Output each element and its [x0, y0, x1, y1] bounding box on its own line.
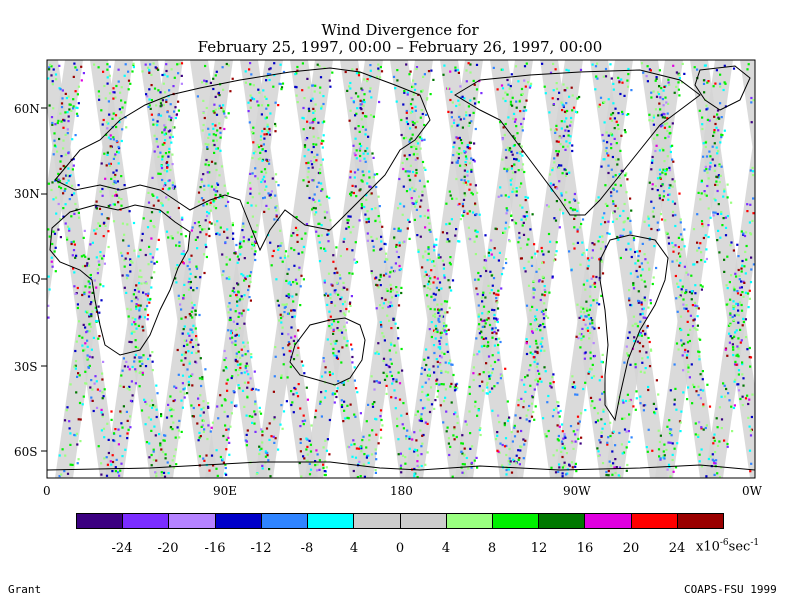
lat-label-60s: 60S: [14, 445, 38, 459]
colorbar-swatch: [400, 514, 447, 528]
colorbar-swatch: [585, 514, 632, 528]
colorbar-swatch: [215, 514, 262, 528]
colorbar-swatch: [261, 514, 309, 528]
colorbar-tick-label: -12: [250, 541, 272, 556]
colorbar-swatch: [77, 514, 124, 528]
lon-label-180: 180: [390, 484, 413, 498]
colorbar-swatch: [308, 514, 355, 528]
colorbar-swatch: [539, 514, 586, 528]
unit-exponent: -6: [719, 538, 729, 548]
swath-band: [555, 60, 633, 478]
unit-exponent-2: -1: [750, 538, 760, 548]
swath-band: [255, 60, 333, 478]
colorbar-swatch: [631, 514, 678, 528]
colorbar-tick-label: 0: [395, 541, 405, 556]
credit-institution: COAPS-FSU 1999: [684, 583, 777, 596]
colorbar-tick-label: 4: [349, 541, 359, 556]
unit-main: x10: [696, 539, 720, 555]
colorbar-tick-label: 24: [668, 541, 686, 556]
colorbar-swatch: [354, 514, 401, 528]
swath-band: [55, 60, 133, 478]
swath-band: [205, 60, 283, 478]
map-frame: [46, 59, 756, 479]
colorbar-tick-label: -8: [300, 541, 314, 556]
colorbar-swatch: [123, 514, 170, 528]
lon-label-0w: 0W: [742, 484, 762, 498]
lat-label-30s: 30S: [14, 360, 38, 374]
colorbar: [76, 513, 724, 529]
colorbar-tick-label: -24: [111, 541, 133, 556]
lat-label-eq: EQ: [22, 272, 41, 286]
lon-label-0: 0: [43, 484, 51, 498]
colorbar-tick-label: 8: [487, 541, 497, 556]
colorbar-unit: x10-6sec-1: [696, 538, 759, 554]
swath-band: [105, 60, 183, 478]
swath-band: [505, 60, 583, 478]
colorbar-swatch: [446, 514, 493, 528]
swath-band: [705, 129, 755, 478]
colorbar-tick-label: 4: [441, 541, 451, 556]
colorbar-tick-label: -20: [157, 541, 179, 556]
colorbar-tick-label: 20: [622, 541, 640, 556]
map-title-line1: Wind Divergence for: [321, 21, 479, 39]
axis-ticks: [41, 107, 47, 452]
colorbar-tick-label: 12: [530, 541, 548, 556]
map-title-line2: February 25, 1997, 00:00 – February 26, …: [197, 38, 603, 56]
lon-label-90w: 90W: [563, 484, 591, 498]
swath-band: [355, 60, 433, 478]
colorbar-tick-label: 16: [576, 541, 594, 556]
unit-rest: sec: [728, 539, 751, 555]
swath-band: [155, 60, 233, 478]
colorbar-swatch: [492, 514, 540, 528]
lat-label-30n: 30N: [14, 187, 40, 201]
swath-band: [655, 60, 733, 478]
colorbar-swatch: [677, 514, 724, 528]
colorbar-swatch: [169, 514, 216, 528]
lon-label-90e: 90E: [213, 484, 238, 498]
credit-author: Grant: [8, 583, 42, 596]
coastlines: [47, 65, 755, 471]
lat-label-60n: 60N: [14, 102, 40, 116]
colorbar-tick-label: -16: [204, 541, 226, 556]
swath-band: [740, 60, 755, 165]
